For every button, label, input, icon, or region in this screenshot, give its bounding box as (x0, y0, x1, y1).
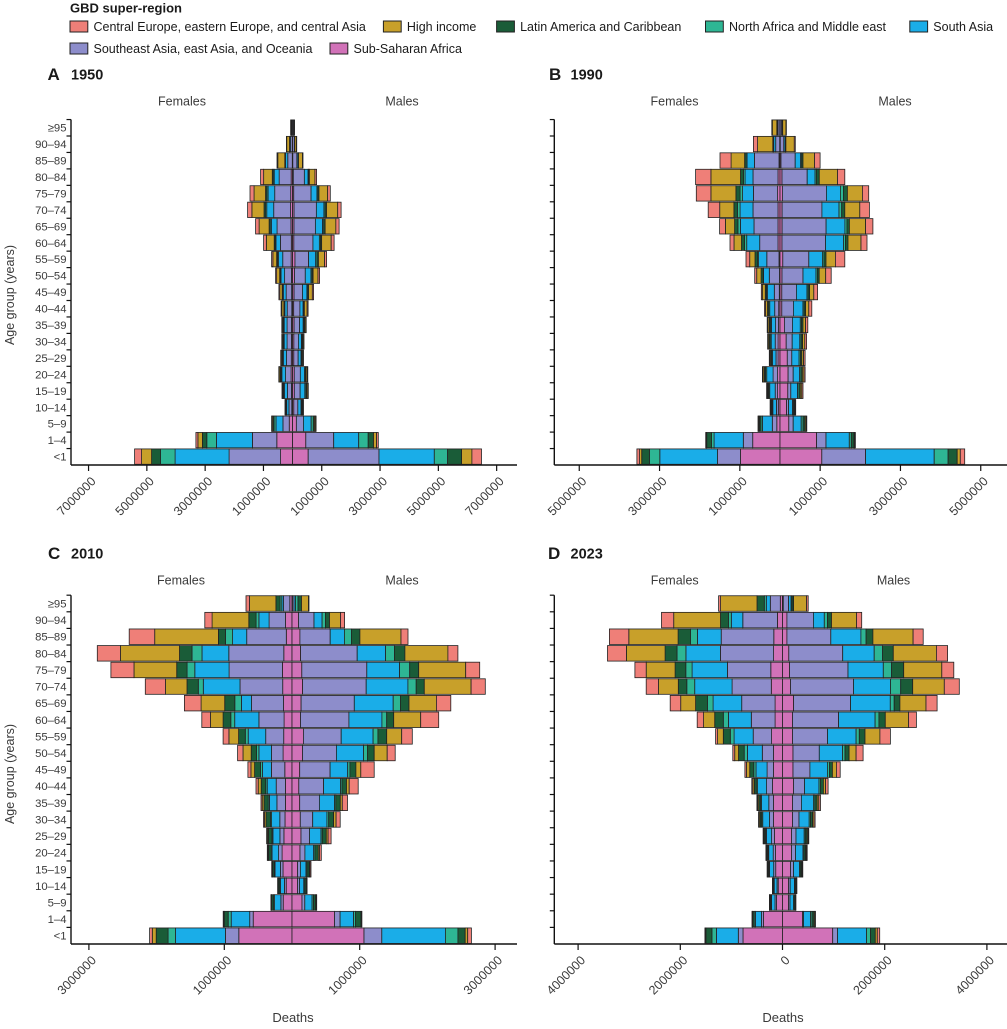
svg-text:10–14: 10–14 (35, 881, 66, 893)
svg-text:40–44: 40–44 (35, 304, 66, 316)
svg-text:5–9: 5–9 (48, 419, 67, 431)
svg-text:High income: High income (407, 20, 477, 34)
svg-text:Sub-Saharan Africa: Sub-Saharan Africa (354, 42, 462, 56)
svg-text:75–79: 75–79 (35, 665, 66, 677)
svg-text:70–74: 70–74 (35, 205, 66, 217)
svg-text:≥95: ≥95 (48, 123, 67, 135)
svg-text:<1: <1 (54, 452, 67, 464)
svg-text:90–94: 90–94 (35, 615, 66, 627)
svg-text:75–79: 75–79 (35, 188, 66, 200)
svg-text:Males: Males (877, 574, 910, 588)
svg-text:B: B (549, 65, 561, 84)
svg-text:Deaths: Deaths (272, 1010, 314, 1024)
svg-text:Females: Females (157, 574, 205, 588)
svg-text:50–54: 50–54 (35, 271, 66, 283)
svg-text:35–39: 35–39 (35, 320, 66, 332)
svg-text:15–19: 15–19 (35, 386, 66, 398)
svg-text:Southeast Asia, east Asia, and: Southeast Asia, east Asia, and Oceania (94, 42, 313, 56)
svg-text:C: C (48, 544, 60, 563)
svg-text:85–89: 85–89 (35, 632, 66, 644)
svg-text:55–59: 55–59 (35, 254, 66, 266)
svg-text:Females: Females (651, 95, 699, 109)
svg-text:Males: Males (385, 95, 418, 109)
svg-text:Males: Males (385, 574, 418, 588)
svg-text:2010: 2010 (71, 547, 103, 563)
svg-text:20–24: 20–24 (35, 369, 66, 381)
svg-text:60–64: 60–64 (35, 715, 66, 727)
svg-text:GBD super-region: GBD super-region (70, 1, 182, 16)
svg-text:Deaths: Deaths (762, 1010, 804, 1024)
svg-text:60–64: 60–64 (35, 238, 66, 250)
svg-text:15–19: 15–19 (35, 864, 66, 876)
svg-text:A: A (48, 65, 60, 84)
svg-text:1–4: 1–4 (48, 914, 67, 926)
svg-text:≥95: ≥95 (48, 599, 67, 611)
svg-text:1–4: 1–4 (48, 435, 67, 447)
svg-text:35–39: 35–39 (35, 798, 66, 810)
svg-text:D: D (548, 544, 560, 563)
svg-text:45–49: 45–49 (35, 287, 66, 299)
svg-text:65–69: 65–69 (35, 221, 66, 233)
svg-text:40–44: 40–44 (35, 781, 66, 793)
svg-text:Males: Males (878, 95, 911, 109)
svg-text:70–74: 70–74 (35, 682, 66, 694)
svg-text:South Asia: South Asia (933, 20, 993, 34)
svg-text:Age group (years): Age group (years) (3, 724, 17, 824)
svg-text:Central Europe, eastern Europe: Central Europe, eastern Europe, and cent… (94, 20, 366, 34)
svg-text:1950: 1950 (71, 68, 103, 84)
svg-text:55–59: 55–59 (35, 731, 66, 743)
svg-text:North Africa and Middle east: North Africa and Middle east (729, 20, 887, 34)
svg-text:80–84: 80–84 (35, 648, 66, 660)
svg-text:Females: Females (651, 574, 699, 588)
svg-text:80–84: 80–84 (35, 172, 66, 184)
svg-text:2023: 2023 (571, 547, 603, 563)
svg-text:5–9: 5–9 (48, 897, 67, 909)
svg-text:25–29: 25–29 (35, 353, 66, 365)
svg-text:1990: 1990 (571, 68, 603, 84)
svg-text:Latin America and Caribbean: Latin America and Caribbean (520, 20, 681, 34)
svg-text:65–69: 65–69 (35, 698, 66, 710)
svg-text:30–34: 30–34 (35, 336, 66, 348)
svg-text:25–29: 25–29 (35, 831, 66, 843)
svg-text:Age group (years): Age group (years) (3, 245, 17, 345)
svg-text:10–14: 10–14 (35, 402, 66, 414)
svg-text:<1: <1 (54, 931, 67, 943)
svg-text:30–34: 30–34 (35, 814, 66, 826)
svg-text:50–54: 50–54 (35, 748, 66, 760)
svg-text:85–89: 85–89 (35, 156, 66, 168)
svg-text:45–49: 45–49 (35, 765, 66, 777)
svg-text:90–94: 90–94 (35, 139, 66, 151)
svg-text:Females: Females (158, 95, 206, 109)
svg-text:20–24: 20–24 (35, 848, 66, 860)
